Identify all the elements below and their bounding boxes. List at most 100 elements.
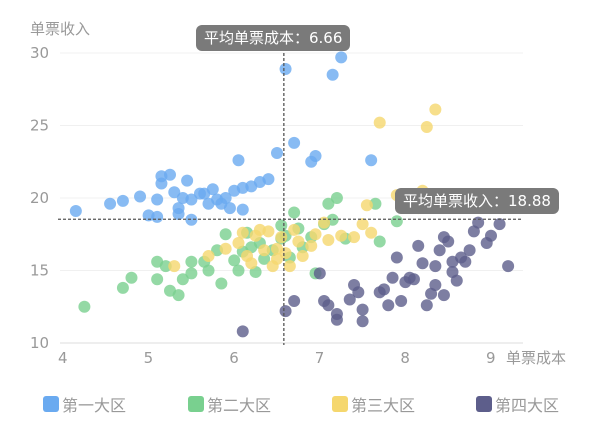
x-tick-label: 7 xyxy=(315,349,325,367)
data-point xyxy=(348,231,361,244)
data-point xyxy=(176,273,189,286)
data-point xyxy=(159,260,172,273)
data-point xyxy=(356,315,369,328)
data-point xyxy=(69,205,82,218)
data-point xyxy=(420,120,433,133)
data-point xyxy=(245,257,258,270)
data-point xyxy=(446,255,459,268)
x-tick-label: 6 xyxy=(229,349,239,367)
data-point xyxy=(463,244,476,257)
data-point xyxy=(202,264,215,277)
data-point xyxy=(305,239,318,252)
data-point xyxy=(172,289,185,302)
data-point xyxy=(271,147,283,160)
data-point xyxy=(309,149,322,162)
data-point xyxy=(335,51,348,64)
data-point xyxy=(134,190,147,203)
legend-swatch-icon xyxy=(476,396,492,412)
data-point xyxy=(318,216,331,229)
x-tick-label: 5 xyxy=(144,349,154,367)
legend-label: 第四大区 xyxy=(495,396,560,415)
data-point xyxy=(168,260,181,273)
data-point xyxy=(262,225,275,238)
legend-swatch-icon xyxy=(43,396,59,412)
data-point xyxy=(502,260,515,273)
data-point xyxy=(485,229,497,242)
data-point xyxy=(215,277,228,290)
data-point xyxy=(172,207,185,220)
data-point xyxy=(116,281,129,294)
data-point xyxy=(164,168,176,181)
legend-label: 第二大区 xyxy=(207,396,272,415)
data-point xyxy=(185,255,198,268)
data-point xyxy=(288,294,301,307)
data-point xyxy=(335,229,348,242)
y-tick-label: 15 xyxy=(30,262,49,280)
x-axis-ticks: 4 5 6 7 8 9 xyxy=(58,349,496,367)
data-point xyxy=(373,116,386,129)
y-tick-label: 10 xyxy=(30,334,49,352)
data-point xyxy=(288,136,301,149)
x-tick-label: 4 xyxy=(58,349,68,367)
data-point xyxy=(279,305,292,318)
legend-label: 第三大区 xyxy=(351,396,416,415)
data-point xyxy=(437,289,450,302)
data-point xyxy=(309,228,322,241)
data-point xyxy=(288,206,301,219)
data-point xyxy=(343,293,356,306)
data-point xyxy=(360,199,373,212)
avg-cost-label: 平均单票成本：6.66 xyxy=(196,25,351,51)
data-point xyxy=(185,213,198,226)
data-point xyxy=(322,234,335,247)
data-point xyxy=(420,299,433,312)
y-tick-label: 20 xyxy=(30,189,49,207)
data-point xyxy=(407,273,420,286)
y-axis-ticks: 10 15 20 25 30 xyxy=(30,44,49,352)
data-point xyxy=(219,242,232,255)
data-point xyxy=(279,62,292,75)
legend-item-region-3[interactable]: 第三大区 xyxy=(332,392,415,416)
data-point xyxy=(236,325,249,338)
legend-swatch-icon xyxy=(332,396,348,412)
data-point xyxy=(258,244,271,257)
data-point xyxy=(151,193,164,206)
data-point xyxy=(104,197,117,210)
data-point xyxy=(262,173,275,186)
legend-item-region-1[interactable]: 第一大区 xyxy=(43,392,126,416)
data-point xyxy=(365,226,378,239)
legend-item-region-2[interactable]: 第二大区 xyxy=(188,392,271,416)
data-point xyxy=(382,299,395,312)
y-tick-label: 30 xyxy=(30,44,49,62)
data-point xyxy=(271,252,283,265)
data-point xyxy=(322,299,335,312)
data-point xyxy=(288,223,301,236)
data-point xyxy=(151,273,164,286)
data-point xyxy=(390,251,403,264)
data-point xyxy=(181,174,194,187)
data-point xyxy=(356,303,369,316)
data-point xyxy=(279,247,292,260)
data-point xyxy=(232,264,245,277)
data-point xyxy=(472,216,485,229)
legend-label: 第一大区 xyxy=(62,396,127,415)
data-point xyxy=(223,202,236,215)
data-point xyxy=(459,255,472,268)
data-point xyxy=(185,193,198,206)
data-point xyxy=(429,103,442,116)
y-tick-label: 25 xyxy=(30,117,49,135)
data-point xyxy=(232,236,245,249)
data-point xyxy=(412,239,425,252)
y-axis-title: 单票收入 xyxy=(30,20,90,38)
data-point xyxy=(378,283,390,296)
data-point xyxy=(373,235,386,248)
data-point xyxy=(330,192,343,204)
data-point xyxy=(416,257,429,270)
data-point xyxy=(228,254,241,267)
data-point xyxy=(116,194,129,207)
legend-item-region-4[interactable]: 第四大区 xyxy=(476,392,559,416)
avg-income-label: 平均单票收入：18.88 xyxy=(395,188,559,214)
x-axis-title: 单票成本 xyxy=(506,349,566,367)
data-points xyxy=(69,51,515,338)
data-point xyxy=(296,250,309,262)
